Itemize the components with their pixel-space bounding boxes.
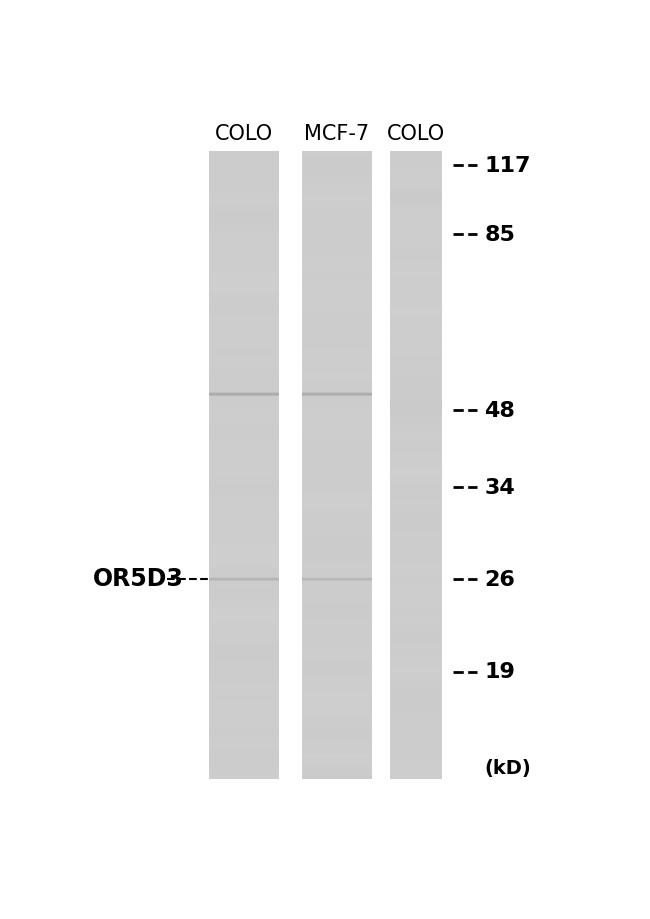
Text: (kD): (kD) (484, 758, 531, 777)
Text: 85: 85 (484, 225, 515, 244)
Text: 117: 117 (484, 155, 531, 176)
Text: COLO: COLO (215, 123, 273, 143)
Text: OR5D3: OR5D3 (93, 566, 184, 590)
Text: 19: 19 (484, 662, 515, 682)
Text: 26: 26 (484, 570, 515, 589)
Text: MCF-7: MCF-7 (304, 123, 370, 143)
Text: COLO: COLO (387, 123, 445, 143)
Text: 48: 48 (484, 401, 515, 420)
Text: 34: 34 (484, 477, 515, 497)
